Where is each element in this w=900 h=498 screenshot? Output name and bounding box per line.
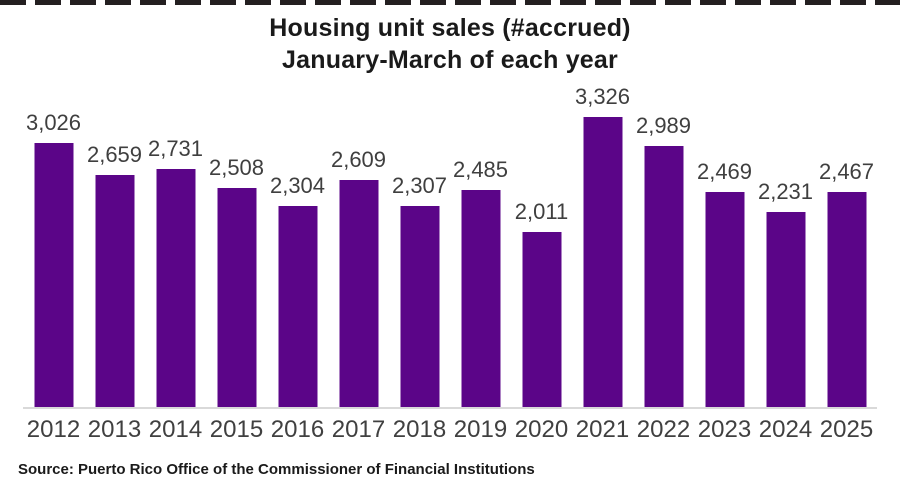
- bar-value-label: 2,467: [818, 159, 875, 184]
- bar-2018: [400, 206, 439, 407]
- bar-2024: [766, 212, 805, 407]
- bar-slot: 2,011: [511, 110, 572, 407]
- bar-value-label: 2,659: [86, 142, 143, 167]
- x-tick-label-2020: 2020: [514, 416, 569, 443]
- bar-value-label: 2,304: [269, 173, 326, 198]
- x-tick-label-2019: 2019: [453, 416, 508, 443]
- x-tick-label-2017: 2017: [331, 416, 386, 443]
- bar-value-label: 2,469: [696, 159, 753, 184]
- bar-2012: [34, 143, 73, 407]
- bar-2019: [461, 190, 500, 407]
- x-tick-label-2013: 2013: [87, 416, 142, 443]
- bar-slot: 3,326: [572, 86, 633, 407]
- bar-2016: [278, 206, 317, 407]
- bar-slot: 2,307: [389, 110, 450, 407]
- bar-value-label: 2,731: [147, 136, 204, 161]
- bar-2023: [705, 192, 744, 407]
- x-tick-label-2018: 2018: [392, 416, 447, 443]
- x-tick-label-2025: 2025: [819, 416, 874, 443]
- x-tick-label-2022: 2022: [636, 416, 691, 443]
- bar-2014: [156, 169, 195, 407]
- chart-title-line1: Housing unit sales (#accrued): [269, 14, 631, 42]
- bar-2017: [339, 180, 378, 407]
- bar-2020: [522, 232, 561, 407]
- bar-slot: 2,304: [267, 110, 328, 407]
- top-dashed-strip: [0, 0, 900, 5]
- x-axis: 2012 2013 2014 2015 2016 2017 2018 2019 2020 2021…: [23, 416, 877, 444]
- x-tick-label-2021: 2021: [575, 416, 630, 443]
- chart-title-line2: January-March of each year: [282, 46, 618, 74]
- bar-slot: 2,231: [755, 110, 816, 407]
- bar-slot: 2,467: [816, 110, 877, 407]
- bar-value-label: 2,485: [452, 157, 509, 182]
- source-note: Source: Puerto Rico Office of the Commis…: [18, 461, 535, 478]
- bar-slot: 2,989: [633, 110, 694, 407]
- bar-value-label: 3,026: [25, 110, 82, 135]
- x-tick-label-2012: 2012: [26, 416, 81, 443]
- chart-title: Housing unit sales (#accrued) January-Ma…: [0, 12, 900, 76]
- bar-value-label: 2,508: [208, 155, 265, 180]
- bar-slot: 2,485: [450, 110, 511, 407]
- bar-value-label: 2,011: [514, 199, 569, 224]
- bar-slot: 2,609: [328, 110, 389, 407]
- x-tick-label-2015: 2015: [209, 416, 264, 443]
- x-tick-label-2024: 2024: [758, 416, 813, 443]
- bar-2013: [95, 175, 134, 407]
- bar-slot: 2,659: [84, 110, 145, 407]
- bar-2025: [827, 192, 866, 407]
- plot-area: 3,026 2,659 2,731 2,508 2,304 2,609 2,307 2,485…: [23, 86, 877, 409]
- bar-value-label: 2,609: [330, 147, 387, 172]
- bar-value-label: 3,326: [574, 84, 631, 109]
- bar-value-label: 2,307: [391, 173, 448, 198]
- x-tick-label-2023: 2023: [697, 416, 752, 443]
- bar-slot: 3,026: [23, 110, 84, 407]
- bar-2015: [217, 188, 256, 407]
- x-tick-label-2014: 2014: [148, 416, 203, 443]
- x-tick-label-2016: 2016: [270, 416, 325, 443]
- bar-slot: 2,469: [694, 110, 755, 407]
- bar-2021: [583, 117, 622, 407]
- bar-slot: 2,731: [145, 110, 206, 407]
- bar-value-label: 2,989: [635, 113, 692, 138]
- bar-value-label: 2,231: [757, 179, 814, 204]
- bar-slot: 2,508: [206, 110, 267, 407]
- bar-2022: [644, 146, 683, 407]
